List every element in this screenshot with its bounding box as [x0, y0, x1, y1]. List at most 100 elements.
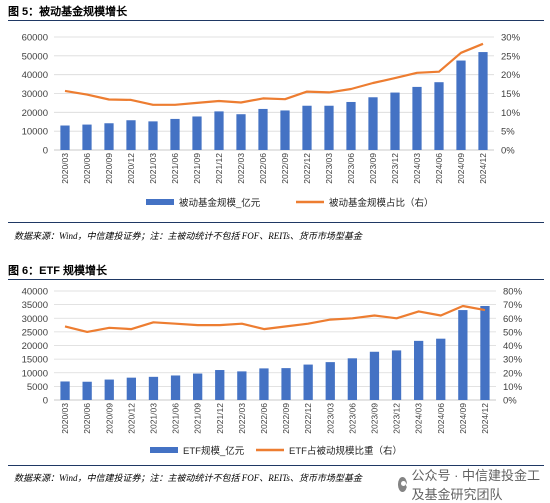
x-tick-label: 2022/06	[259, 403, 269, 434]
x-tick-label: 2023/09	[369, 403, 379, 434]
x-tick-label: 2020/06	[82, 153, 92, 184]
x-tick-label: 2022/06	[258, 153, 268, 184]
bar	[480, 305, 490, 400]
y-tick-label: 0	[43, 396, 48, 407]
bar	[434, 82, 444, 150]
x-tick-label: 2022/09	[280, 153, 290, 184]
x-tick-label: 2021/09	[193, 403, 203, 434]
bar	[436, 338, 446, 400]
y2-tick-label: 20%	[501, 70, 521, 81]
x-tick-label: 2023/06	[346, 153, 356, 184]
x-tick-label: 2022/03	[237, 403, 247, 434]
bar	[148, 376, 159, 400]
x-tick-label: 2021/06	[170, 153, 180, 184]
y2-tick-label: 20%	[503, 368, 523, 379]
bar	[280, 110, 290, 150]
y-tick-label: 60000	[22, 33, 48, 44]
bar	[325, 362, 335, 400]
legend-bar-label: 被动基金规模_亿元	[179, 197, 261, 209]
series-line	[64, 42, 484, 106]
x-tick-label: 2023/12	[390, 153, 400, 184]
y2-tick-label: 25%	[501, 51, 521, 62]
y2-tick-label: 10%	[501, 108, 521, 119]
y2-tick-label: 70%	[503, 300, 523, 311]
figure-6-title: 图 6：ETF 规模增长	[8, 265, 108, 277]
bar	[368, 97, 378, 150]
x-tick-label: 2020/03	[60, 153, 70, 184]
bar	[390, 92, 400, 150]
y2-tick-label: 0%	[501, 146, 515, 157]
y-tick-label: 20000	[22, 341, 48, 352]
bar	[82, 124, 92, 150]
series-line	[64, 304, 486, 333]
x-tick-label: 2024/12	[478, 153, 488, 184]
x-tick-label: 2020/03	[60, 403, 70, 434]
bar	[346, 101, 356, 150]
bar	[456, 60, 466, 150]
y-tick-label: 20000	[22, 108, 48, 119]
bar	[148, 121, 158, 150]
figure-6-bottom-rule	[8, 465, 544, 466]
x-tick-label: 2021/03	[148, 403, 158, 434]
bar	[126, 120, 136, 150]
x-tick-label: 2024/03	[412, 153, 422, 184]
legend-line-label: 被动基金规模占比（右）	[329, 197, 434, 209]
x-tick-label: 2024/12	[480, 403, 490, 434]
x-tick-label: 2024/06	[436, 403, 446, 434]
y-tick-label: 25000	[22, 327, 48, 338]
x-tick-label: 2024/09	[458, 403, 468, 434]
x-tick-label: 2020/09	[104, 153, 114, 184]
y-tick-label: 30000	[22, 314, 48, 325]
x-tick-label: 2021/03	[148, 153, 158, 184]
legend-line-label: ETF占被动规模比重（右）	[289, 445, 402, 457]
y-tick-label: 10000	[22, 368, 48, 379]
legend-bar-label: ETF规模_亿元	[183, 445, 245, 457]
x-tick-label: 2024/06	[434, 153, 444, 184]
passive-fund-scale-chart: 0 10000 20000 30000 40000 50000 60000 0% 5% 10% 15…	[22, 33, 521, 210]
y2-tick-label: 30%	[503, 355, 523, 366]
bar	[82, 381, 92, 400]
bar	[369, 351, 380, 400]
y2-tick-label: 5%	[501, 127, 515, 138]
x-tick-label: 2022/03	[236, 153, 246, 184]
y-tick-label: 50000	[22, 51, 48, 62]
bar	[412, 86, 422, 150]
x-tick-label: 2020/06	[82, 403, 92, 434]
watermark-text: 公众号 · 中信建投金工及基金研究团队	[411, 468, 541, 502]
x-tick-label: 2020/09	[104, 403, 114, 434]
bar	[192, 116, 202, 150]
bar	[214, 111, 224, 150]
bar	[104, 123, 114, 150]
bar	[60, 381, 70, 400]
x-tick-label: 2022/12	[303, 403, 313, 434]
bar	[347, 358, 357, 400]
bar	[391, 350, 402, 400]
figure-5-source-note: 数据来源：Wind，中信建投证券；注：主被动统计不包括 FOF、REITs、货币…	[14, 231, 362, 241]
legend-bar-swatch	[146, 199, 174, 205]
x-tick-label: 2024/09	[456, 153, 466, 184]
x-tick-label: 2023/12	[392, 403, 402, 434]
y-tick-label: 40000	[22, 287, 48, 298]
bar	[281, 368, 291, 400]
y2-tick-label: 0%	[503, 396, 517, 407]
bar	[193, 373, 203, 400]
x-tick-label: 2023/03	[324, 153, 334, 184]
y2-tick-label: 15%	[501, 89, 521, 100]
x-tick-label: 2023/03	[325, 403, 335, 434]
y-tick-label: 5000	[27, 382, 48, 393]
y-tick-label: 10000	[22, 127, 48, 138]
y2-tick-label: 10%	[503, 382, 523, 393]
x-tick-label: 2022/09	[281, 403, 291, 434]
figure-5-title-rule	[8, 20, 544, 21]
bar	[170, 375, 181, 400]
y-tick-label: 15000	[22, 355, 48, 366]
bar	[414, 340, 424, 400]
bar	[478, 52, 488, 150]
figure-6-source-note: 数据来源：Wind，中信建投证券；注：主被动统计不包括 FOF、REITs、货币…	[14, 473, 362, 483]
bar	[215, 370, 225, 400]
bar	[258, 108, 268, 150]
y2-tick-label: 60%	[503, 314, 523, 325]
figure-6-title-rule	[8, 279, 544, 280]
bar	[104, 379, 114, 400]
